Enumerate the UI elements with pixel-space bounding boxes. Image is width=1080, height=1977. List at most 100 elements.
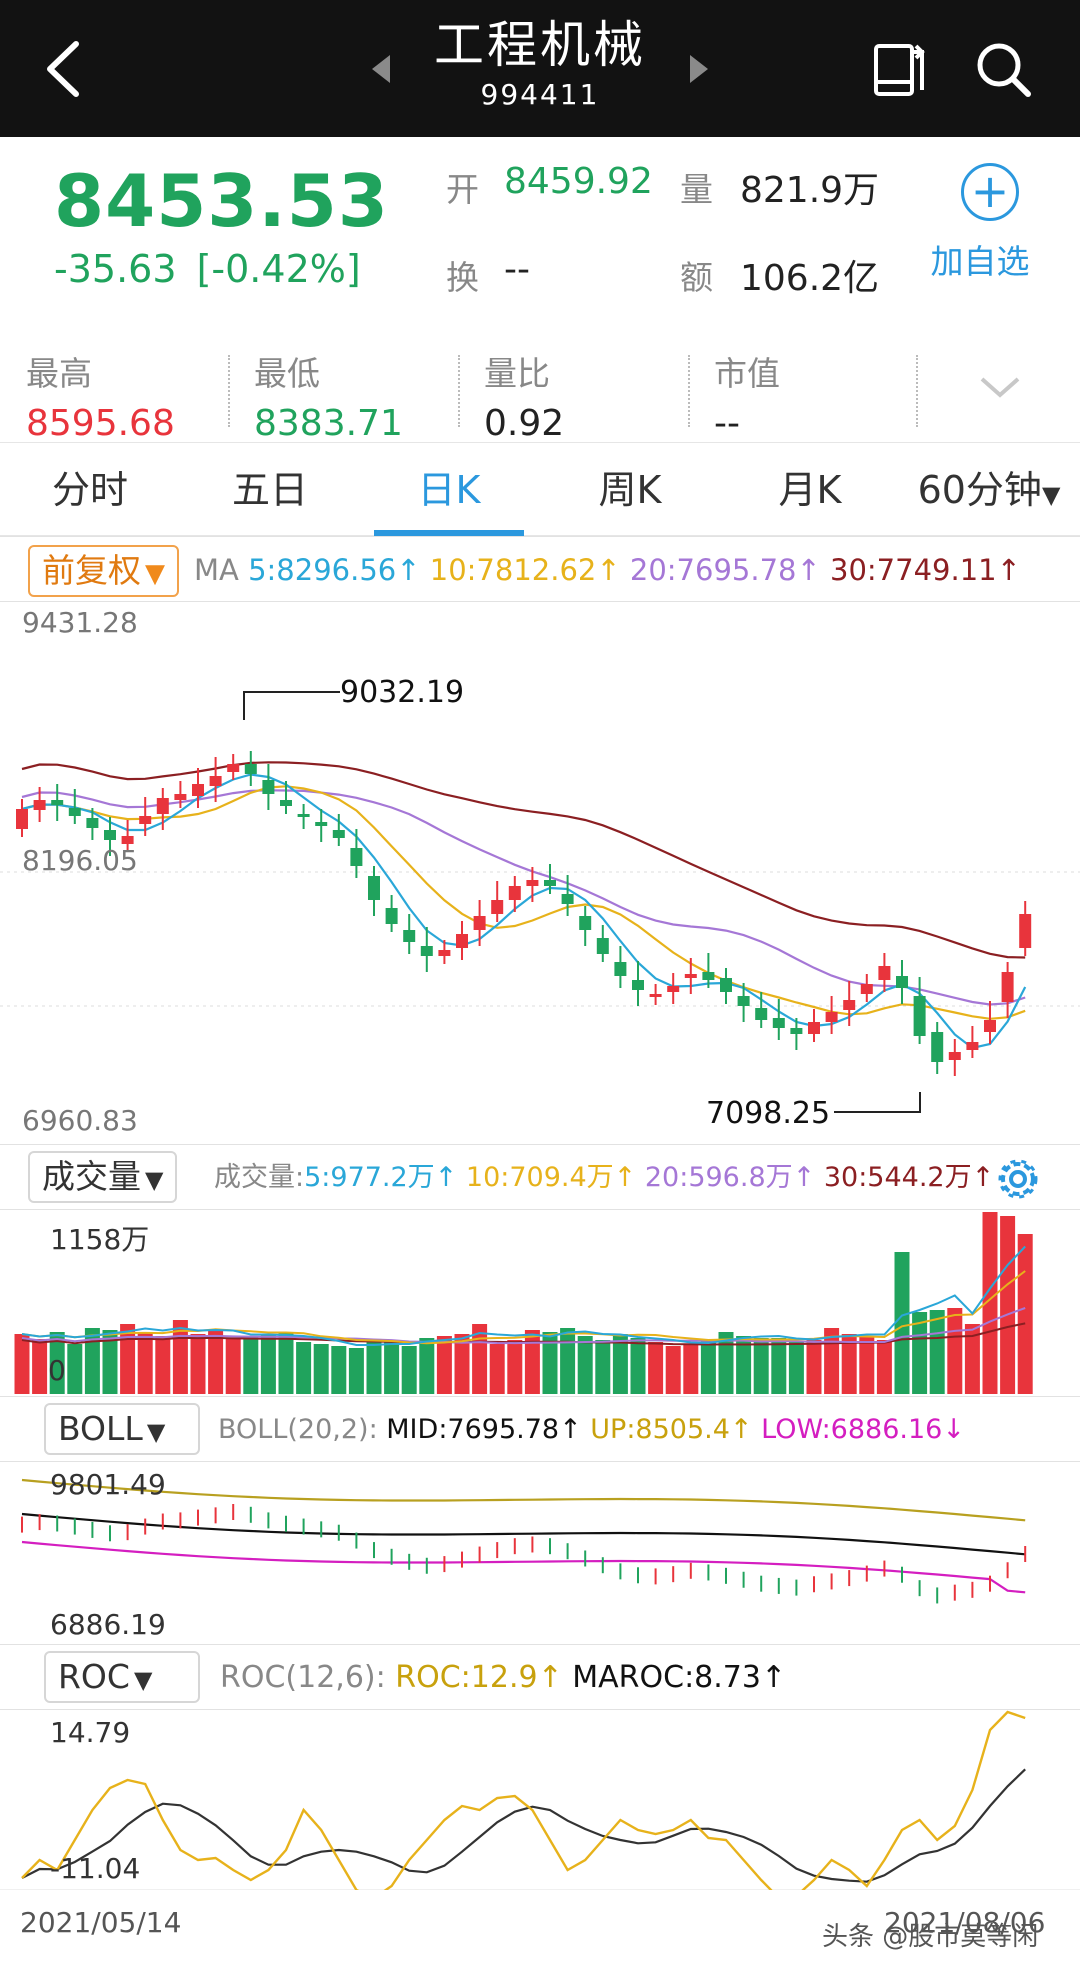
- low-mark-label: 7098.25: [706, 1096, 831, 1131]
- volume-bar: [331, 1346, 347, 1394]
- candle-body: [68, 808, 81, 816]
- kline-y-mid: 8196.05: [22, 844, 138, 877]
- candle-body: [473, 916, 486, 930]
- roc-chart[interactable]: [0, 1710, 1080, 1890]
- search-icon[interactable]: [972, 38, 1034, 100]
- volume-bar: [454, 1334, 470, 1394]
- volume-bar: [489, 1344, 505, 1394]
- stats-row: 最高 8595.68 最低 8383.71 量比 0.92 市值 --: [0, 333, 1080, 444]
- volume-bar: [683, 1344, 699, 1394]
- roc-params: ROC(12,6):: [220, 1660, 386, 1695]
- volume-row: 成交量 ▼ 成交量:5:977.2万↑ 10:709.4万↑ 20:596.8万↑…: [0, 1144, 1080, 1210]
- prev-stock-icon[interactable]: [370, 53, 392, 85]
- volume-bar: [507, 1340, 523, 1394]
- boll-selector[interactable]: BOLL ▼: [44, 1403, 200, 1455]
- volume-bar: [84, 1328, 100, 1394]
- caret-down-icon: ▼: [146, 1418, 166, 1446]
- vol-ma10-value: 10:709.4万↑: [465, 1162, 637, 1193]
- top-bar: 工程机械 994411: [0, 0, 1080, 137]
- candle-body: [403, 930, 416, 942]
- volume-bar: [982, 1212, 998, 1394]
- volume-bar: [102, 1330, 118, 1394]
- roc-line: [21, 1710, 1026, 1890]
- add-watchlist-button[interactable]: + 加自选: [930, 163, 1050, 283]
- candle-body: [702, 972, 715, 980]
- tab-60min[interactable]: 60分钟▼: [904, 444, 1074, 536]
- kline-chart[interactable]: [0, 604, 1080, 1140]
- tab-five-day[interactable]: 五日: [231, 468, 308, 512]
- volume-bar: [260, 1334, 276, 1394]
- volume-bar: [1000, 1216, 1016, 1394]
- volume-bar: [32, 1339, 48, 1394]
- volume-bar: [912, 1312, 928, 1394]
- volume-y-bottom: 0: [48, 1354, 66, 1387]
- candle-body: [368, 876, 380, 900]
- change-value: -35.63: [54, 247, 177, 291]
- maroc-line: [21, 1768, 1026, 1883]
- candle-body: [878, 966, 891, 980]
- candle-body: [456, 934, 468, 948]
- volume-bar: [436, 1336, 452, 1394]
- candle-body: [755, 1008, 768, 1020]
- quote-panel: 8453.53 -35.63 [-0.42%] 开 8459.92 量 821.…: [0, 137, 1080, 333]
- volume-chart[interactable]: [0, 1212, 1080, 1394]
- caret-down-icon: ▼: [145, 1166, 164, 1194]
- candle-body: [1019, 914, 1032, 948]
- candle-body: [737, 996, 750, 1006]
- boll-selector-label: BOLL: [58, 1409, 143, 1448]
- volume-bar: [894, 1252, 910, 1394]
- volume-selector-label: 成交量: [42, 1157, 141, 1196]
- candle-body: [544, 880, 556, 886]
- volume-ma-label: 成交量:: [214, 1162, 305, 1193]
- divider: [228, 355, 230, 427]
- turnover-value: --: [504, 249, 530, 290]
- candle-body: [280, 800, 292, 806]
- volume-bar: [348, 1348, 364, 1394]
- next-stock-icon[interactable]: [688, 53, 710, 85]
- amount-value: 106.2亿: [740, 258, 880, 299]
- ma30-value: 30:7749.11↑: [830, 553, 1021, 587]
- tab-weekly-k[interactable]: 周K: [598, 468, 662, 512]
- volume-bar: [366, 1342, 382, 1394]
- candle-body: [227, 764, 240, 772]
- volume-selector[interactable]: 成交量 ▼: [28, 1151, 178, 1203]
- boll-params: BOLL(20,2):: [218, 1414, 378, 1445]
- adjust-selector[interactable]: 前复权 ▼: [28, 545, 179, 597]
- boll-row: BOLL ▼ BOLL(20,2): MID:7695.78↑ UP:8505.4…: [0, 1396, 1080, 1462]
- boll-up-value: UP:8505.4↑: [590, 1414, 753, 1445]
- ma20-value: 20:7695.78↑: [629, 553, 821, 587]
- candle-body: [579, 916, 592, 930]
- ratio-label: 量比: [484, 354, 550, 393]
- volume-bar: [313, 1344, 329, 1394]
- gear-icon[interactable]: [992, 1153, 1044, 1205]
- candle-body: [667, 986, 680, 992]
- boll-chart[interactable]: [0, 1462, 1080, 1642]
- ma10-value: 10:7812.62↑: [429, 553, 621, 587]
- volume-bar: [630, 1338, 646, 1394]
- switch-screen-icon[interactable]: [870, 38, 932, 100]
- candle-body: [913, 996, 926, 1036]
- roc-selector[interactable]: ROC ▼: [44, 1651, 200, 1703]
- volume-ma-values: 成交量:5:977.2万↑ 10:709.4万↑ 20:596.8万↑ 30:5…: [214, 1155, 994, 1201]
- volume-bar: [419, 1338, 435, 1394]
- candle-body: [156, 798, 169, 814]
- divider: [688, 355, 690, 427]
- candle-body: [966, 1042, 979, 1050]
- candle-body: [33, 800, 46, 810]
- candle-body: [16, 809, 28, 829]
- volume-bar: [208, 1330, 224, 1394]
- candle-body: [596, 938, 609, 954]
- ma20-line: [21, 789, 1026, 1006]
- back-arrow-icon[interactable]: [40, 38, 90, 100]
- candle-body: [297, 814, 310, 817]
- chevron-down-icon[interactable]: [978, 373, 1022, 401]
- volume-bar: [859, 1336, 875, 1394]
- low-mark-line: [834, 1092, 921, 1113]
- volume-bar: [560, 1328, 576, 1394]
- open-label: 开: [446, 170, 479, 209]
- tab-monthly-k[interactable]: 月K: [778, 468, 842, 512]
- tab-intraday[interactable]: 分时: [51, 468, 128, 512]
- volume-bar: [190, 1334, 206, 1394]
- tab-daily-k[interactable]: 日K: [417, 468, 481, 512]
- candle-body: [860, 984, 873, 994]
